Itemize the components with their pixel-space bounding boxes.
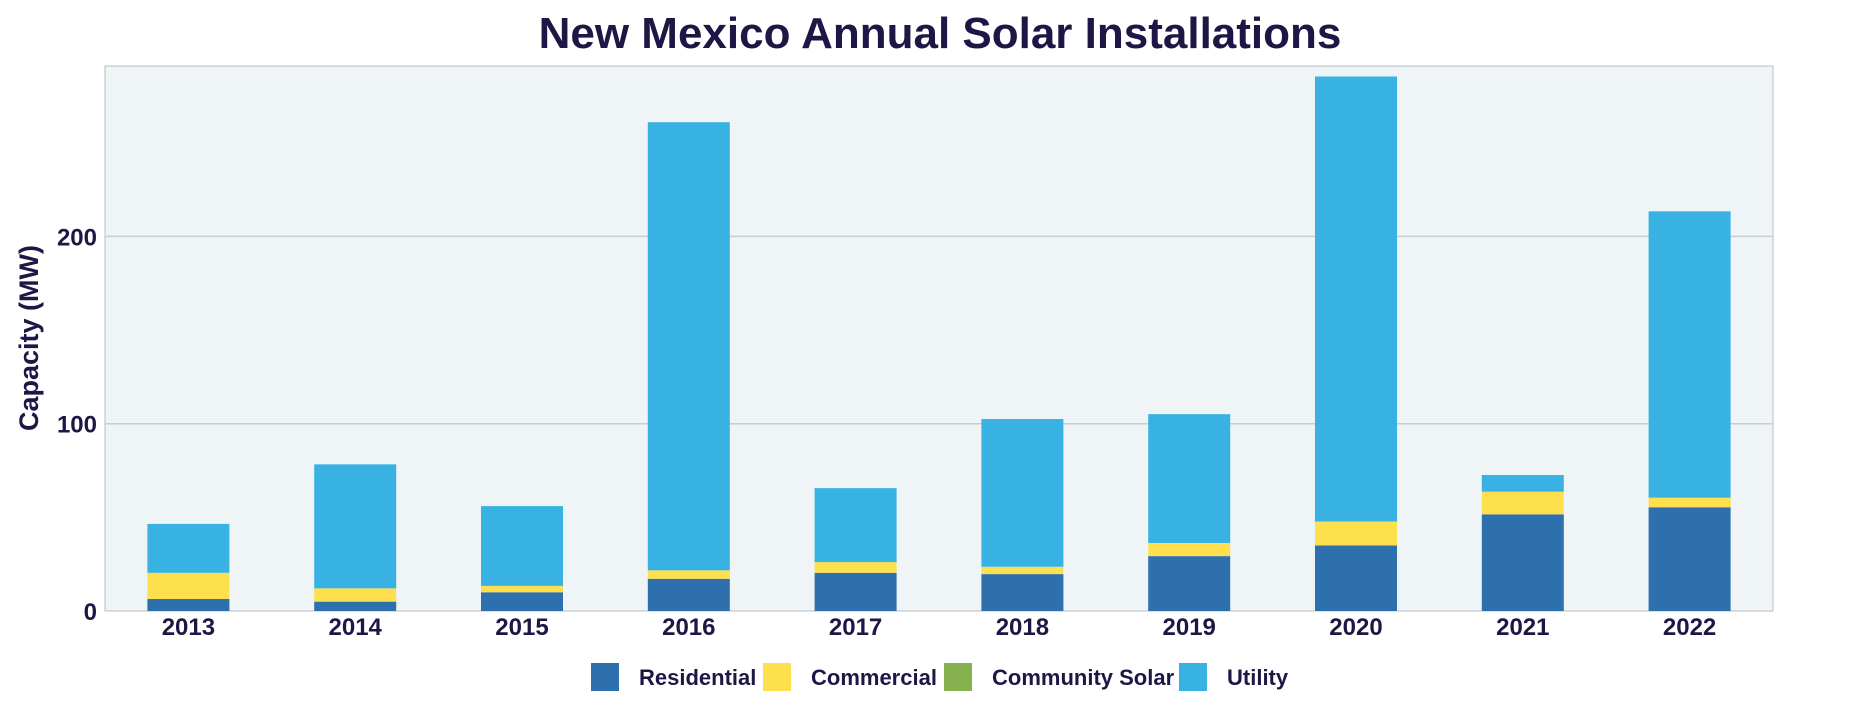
gridlines [105,235,1773,425]
x-tick-label: 2013 [162,614,215,641]
bar-utility-2022[interactable] [1648,211,1731,498]
bar-commercial-2016[interactable] [647,570,730,579]
bar-residential-2021[interactable] [1481,514,1564,611]
x-tick-label: 2014 [329,614,383,641]
bar-residential-2018[interactable] [981,574,1064,611]
bar-commercial-2018[interactable] [981,566,1064,575]
bar-utility-2014[interactable] [314,464,397,589]
bar-commercial-2020[interactable] [1315,521,1397,546]
bar-utility-2018[interactable] [981,419,1064,567]
x-tick-label: 2022 [1663,614,1716,641]
legend-item-label[interactable]: Community Solar [992,665,1175,690]
bars [147,76,1731,611]
bar-commercial-2021[interactable] [1481,491,1564,515]
x-tick-label: 2017 [829,614,882,641]
bar-utility-2013[interactable] [147,523,230,573]
bar-commercial-2014[interactable] [314,588,397,602]
x-tick-label: 2018 [996,614,1049,641]
y-axis-label: Capacity (MW) [14,245,44,431]
legend-swatch [1179,663,1207,691]
bar-commercial-2013[interactable] [147,572,230,600]
x-tick-label: 2015 [495,614,548,641]
legend-item-label[interactable]: Utility [1227,665,1289,690]
x-tick-label: 2016 [662,614,715,641]
legend-swatch [591,663,619,691]
bar-residential-2015[interactable] [481,592,563,611]
x-tick-label: 2020 [1329,614,1382,641]
bar-commercial-2017[interactable] [814,562,897,573]
legend-swatch [763,663,791,691]
y-tick-labels: 0 100 200 [57,224,97,626]
bar-commercial-2015[interactable] [481,585,563,593]
legend-item-label[interactable]: Residential [639,665,756,690]
x-tick-labels: 2013 2014 2015 2016 2017 2018 2019 2020 2021 2022 [162,614,1717,641]
y-tick-label: 200 [57,224,97,251]
bar-residential-2022[interactable] [1648,507,1731,611]
bar-utility-2021[interactable] [1481,475,1564,492]
bar-residential-2016[interactable] [647,578,730,611]
bar-commercial-2019[interactable] [1148,543,1231,557]
x-tick-label: 2021 [1496,614,1549,641]
legend-item-label[interactable]: Commercial [811,665,937,690]
bar-residential-2014[interactable] [314,601,397,611]
bar-utility-2020[interactable] [1315,76,1397,522]
legend-swatch [944,663,972,691]
legend: Residential Commercial Community Solar Util… [591,663,1289,691]
bar-residential-2019[interactable] [1148,556,1231,611]
bar-commercial-2022[interactable] [1648,497,1731,508]
chart-title: New Mexico Annual Solar Installations [539,9,1342,58]
bar-utility-2017[interactable] [814,488,897,563]
y-tick-label: 100 [57,412,97,439]
bar-residential-2020[interactable] [1315,545,1397,611]
bar-utility-2015[interactable] [481,506,563,586]
bar-utility-2019[interactable] [1148,414,1231,544]
bar-residential-2017[interactable] [814,572,897,611]
y-tick-label: 0 [84,599,97,626]
bar-residential-2013[interactable] [147,599,230,611]
x-tick-label: 2019 [1163,614,1216,641]
bar-utility-2016[interactable] [647,122,730,571]
